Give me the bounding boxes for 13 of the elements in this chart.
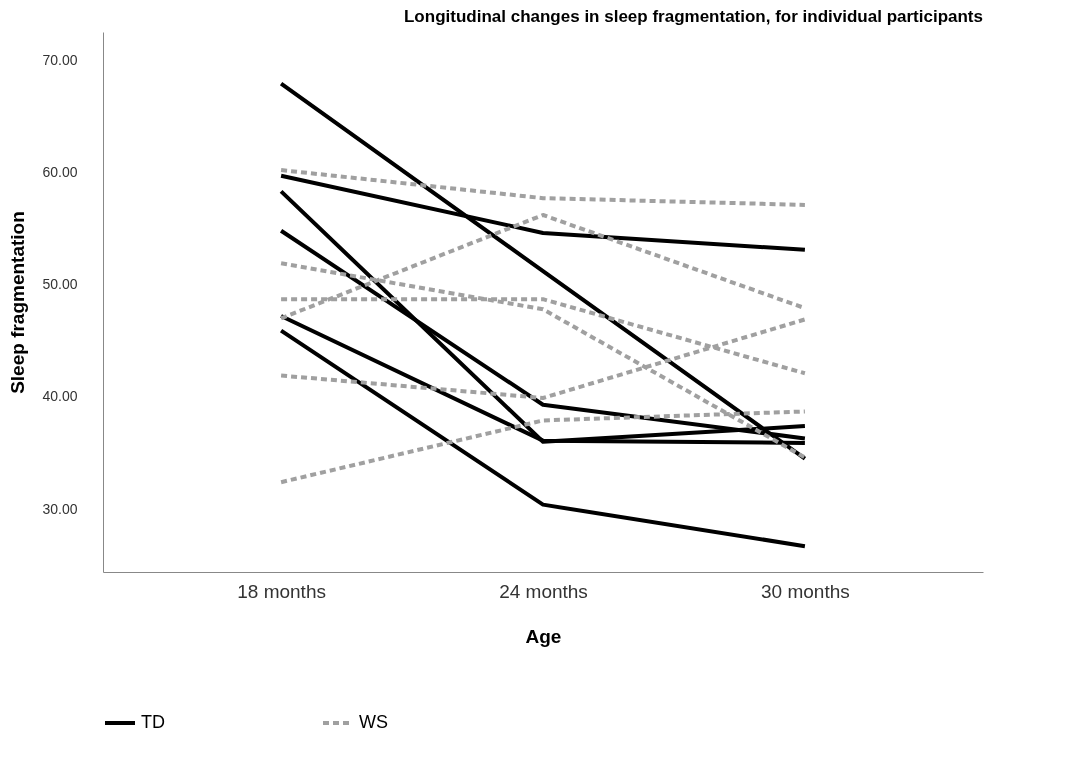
x-axis-title: Age [525, 625, 562, 647]
legend-label: TD [141, 712, 165, 732]
y-tick-label: 70.00 [42, 51, 78, 68]
x-tick-label: 18 months [237, 580, 326, 602]
y-tick-label: 50.00 [42, 276, 78, 293]
x-tick-label: 24 months [499, 580, 588, 602]
legend-label: WS [359, 712, 388, 732]
y-tick-label: 60.00 [42, 163, 78, 180]
y-tick-label: 40.00 [42, 388, 78, 405]
y-axis-title: Sleep fragmentation [7, 211, 29, 394]
x-tick-label: 30 months [761, 580, 850, 602]
chart-title: Longitudinal changes in sleep fragmentation, for individual participants [403, 7, 983, 26]
y-tick-label: 30.00 [42, 500, 78, 517]
